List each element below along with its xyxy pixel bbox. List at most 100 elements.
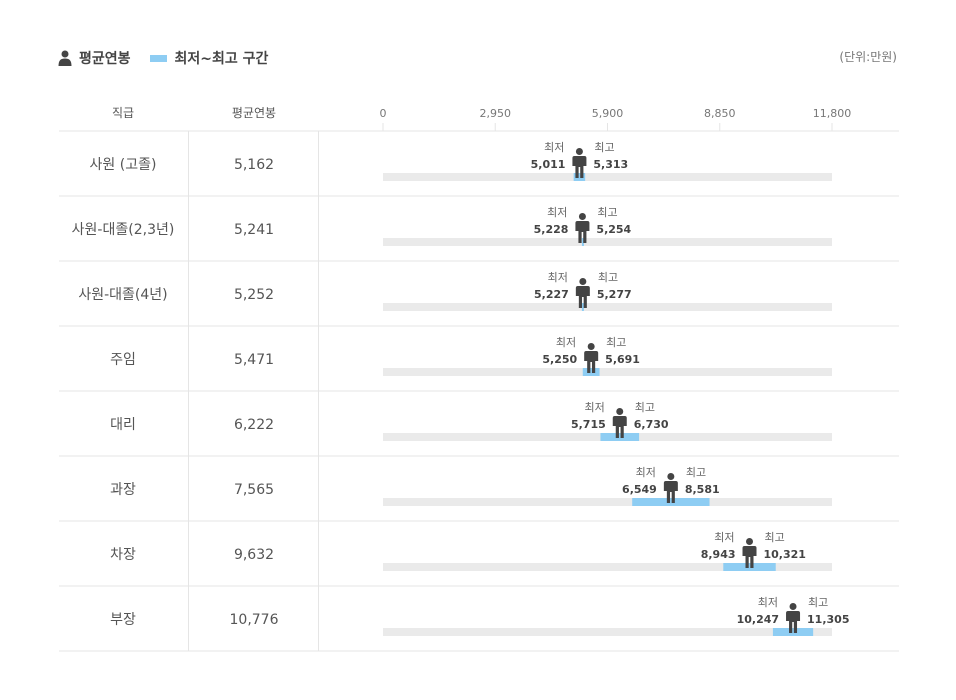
avg-salary: 5,241 [234,222,274,238]
min-caption: 최저 [544,141,564,154]
person-head [575,148,583,155]
max-caption: 최고 [808,596,828,609]
max-caption: 최고 [635,401,655,414]
person-head [789,603,797,610]
range-track [383,173,832,181]
person-icon [612,408,627,438]
person-icon [575,278,590,308]
rank-label: 대리 [110,417,136,433]
min-caption: 최저 [714,531,734,544]
min-value: 5,250 [542,353,577,366]
table-row: 사원-대졸(2,3년) 5,241 최저 5,228 최고 5,254 [59,206,899,262]
range-track [383,368,832,376]
avg-salary: 5,162 [234,157,274,173]
min-value: 5,228 [534,223,569,236]
axis-tick-label: 11,800 [813,107,852,120]
person-icon [584,343,599,373]
range-track [383,238,832,246]
range-track [383,628,832,636]
person-body [663,481,678,503]
max-caption: 최고 [606,336,626,349]
avg-salary: 10,776 [230,612,279,628]
axis-tick-label: 8,850 [704,107,736,120]
person-body [786,611,801,633]
min-value: 10,247 [737,613,779,626]
table-row: 차장 9,632 최저 8,943 최고 10,321 [59,531,899,587]
table-row: 대리 6,222 최저 5,715 최고 6,730 [59,401,899,457]
rank-label: 주임 [110,352,136,368]
min-caption: 최저 [636,466,656,479]
person-icon [575,213,590,243]
max-caption: 최고 [594,141,614,154]
max-value: 5,691 [605,353,640,366]
unit-label: (단위:만원) [839,50,897,64]
person-head [579,278,587,285]
person-body [575,221,590,243]
person-body [742,546,757,568]
legend-range-swatch [149,54,167,62]
person-icon [663,473,678,503]
max-caption: 최고 [597,206,617,219]
legend-range-label: 최저~최고 구간 [174,51,269,67]
max-value: 5,254 [596,223,631,236]
max-value: 8,581 [685,483,720,496]
rank-label: 차장 [110,547,136,563]
table-row: 부장 10,776 최저 10,247 최고 11,305 [59,596,899,652]
rank-label: 사원-대졸(2,3년) [72,222,175,238]
range-bar [581,303,584,311]
min-value: 5,011 [531,158,566,171]
avg-salary: 5,471 [234,352,274,368]
person-body [575,286,590,308]
range-track [383,303,832,311]
range-bar [632,498,710,506]
avg-salary: 7,565 [234,482,274,498]
range-bar [581,238,584,246]
max-caption: 최고 [686,466,706,479]
max-value: 5,277 [597,288,632,301]
max-value: 11,305 [807,613,849,626]
person-body [572,156,587,178]
header-avg: 평균연봉 [232,106,276,120]
axis-tick-label: 5,900 [592,107,624,120]
max-value: 10,321 [764,548,806,561]
axis-tick-label: 2,950 [480,107,512,120]
avg-salary: 6,222 [234,417,274,433]
person-head [578,213,586,220]
min-caption: 최저 [585,401,605,414]
person-head [587,343,595,350]
max-value: 5,313 [593,158,628,171]
table-row: 사원-대졸(4년) 5,252 최저 5,227 최고 5,277 [59,271,899,327]
range-bar [772,628,814,636]
range-track [383,498,832,506]
max-value: 6,730 [634,418,669,431]
person-icon [742,538,757,568]
person-head [616,408,624,415]
range-bar [723,563,776,571]
range-bar [573,173,586,181]
table-row: 사원 (고졸) 5,162 최저 5,011 최고 5,313 [59,141,899,197]
rank-label: 과장 [110,482,136,498]
legend: 평균연봉 최저~최고 구간 [58,48,268,68]
min-value: 5,715 [571,418,606,431]
axis-tick-label: 0 [380,107,387,120]
rank-label: 부장 [110,612,136,628]
rank-label: 사원-대졸(4년) [78,287,167,303]
min-caption: 최저 [556,336,576,349]
rank-label: 사원 (고졸) [90,157,157,173]
person-head [667,473,675,480]
table-rows: 사원 (고졸) 5,162 최저 5,011 최고 5,313 사원-대졸(2,3년) 5,2… [59,141,899,652]
header-rank: 직급 [112,106,134,120]
person-head [746,538,754,545]
range-bar [600,433,640,441]
table-row: 주임 5,471 최저 5,250 최고 5,691 [59,336,899,392]
avg-salary: 9,632 [234,547,274,563]
person-icon [786,603,801,633]
avg-salary: 5,252 [234,287,274,303]
person-body [584,351,599,373]
min-value: 5,227 [534,288,569,301]
range-track [383,563,832,571]
axis-ticks: 0 2,950 5,900 8,850 11,800 [380,107,852,131]
min-caption: 최저 [547,206,567,219]
person-icon [572,148,587,178]
